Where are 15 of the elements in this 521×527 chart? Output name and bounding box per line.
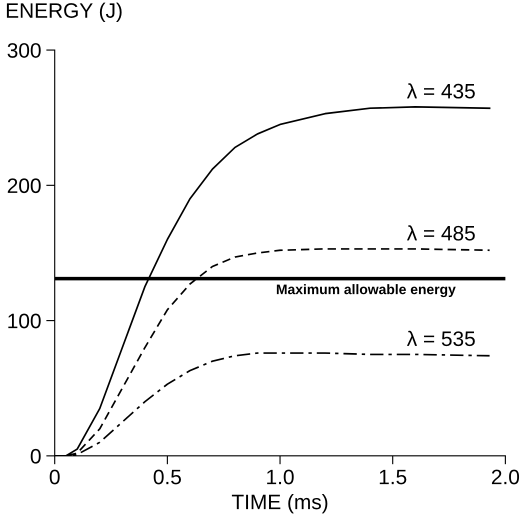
x-tick-label: 0.5 bbox=[154, 470, 181, 484]
series-label: λ = 435 bbox=[406, 83, 475, 99]
y-tick-label: 300 bbox=[8, 43, 41, 58]
x-tick-label: 0 bbox=[50, 470, 60, 484]
x-tick-label: 2.0 bbox=[492, 470, 520, 484]
x-tick-label: 1.5 bbox=[380, 470, 406, 484]
x-tick-label: 1.0 bbox=[267, 470, 294, 484]
y-tick-label: 100 bbox=[8, 314, 41, 328]
y-tick-label: 200 bbox=[8, 178, 41, 194]
ref-line-label: Maximum allowable energy bbox=[276, 284, 456, 298]
y-axis-title: ENERGY (J) bbox=[6, 2, 122, 22]
series-label: λ = 535 bbox=[406, 330, 475, 346]
x-axis-title: TIME (ms) bbox=[232, 494, 328, 514]
y-tick-label: 0 bbox=[30, 448, 41, 464]
series-label: λ = 485 bbox=[406, 225, 475, 241]
